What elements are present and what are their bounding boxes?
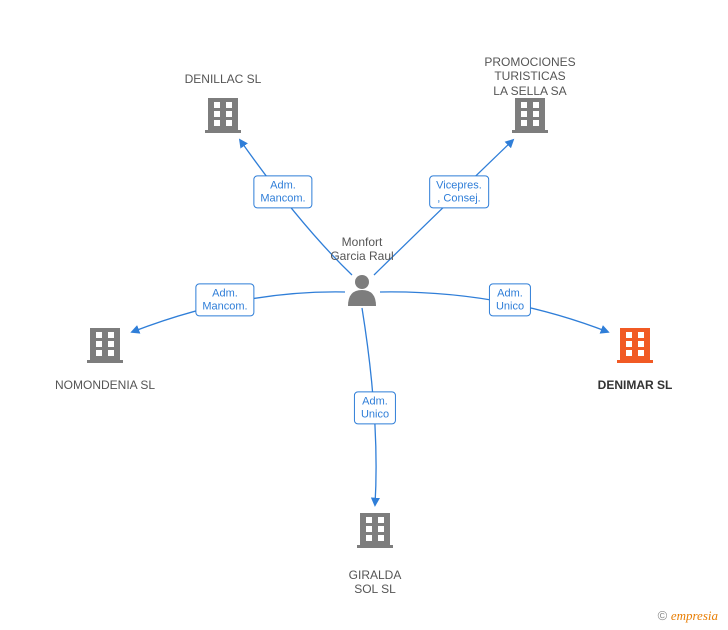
edge-label: Adm. Unico <box>354 391 396 424</box>
company-label: DENILLAC SL <box>163 72 283 86</box>
company-label: PROMOCIONES TURISTICAS LA SELLA SA <box>460 55 600 98</box>
building-icon <box>357 513 393 548</box>
center-person-label: Monfort Garcia Raul <box>317 235 407 264</box>
company-label: GIRALDA SOL SL <box>325 568 425 597</box>
edge-label: Adm. Unico <box>489 283 531 316</box>
edge-label: Vicepres. , Consej. <box>429 175 489 208</box>
person-icon <box>348 275 376 306</box>
building-icon <box>87 328 123 363</box>
edge-label: Adm. Mancom. <box>253 175 312 208</box>
building-icon <box>205 98 241 133</box>
building-icon <box>512 98 548 133</box>
copyright-symbol: © <box>658 608 668 623</box>
company-label: NOMONDENIA SL <box>35 378 175 392</box>
company-label: DENIMAR SL <box>575 378 695 392</box>
building-icon <box>617 328 653 363</box>
edge-label: Adm. Mancom. <box>195 283 254 316</box>
footer-credit: © empresia <box>658 608 718 624</box>
diagram-svg <box>0 0 728 630</box>
brand-name: empresia <box>671 608 718 623</box>
